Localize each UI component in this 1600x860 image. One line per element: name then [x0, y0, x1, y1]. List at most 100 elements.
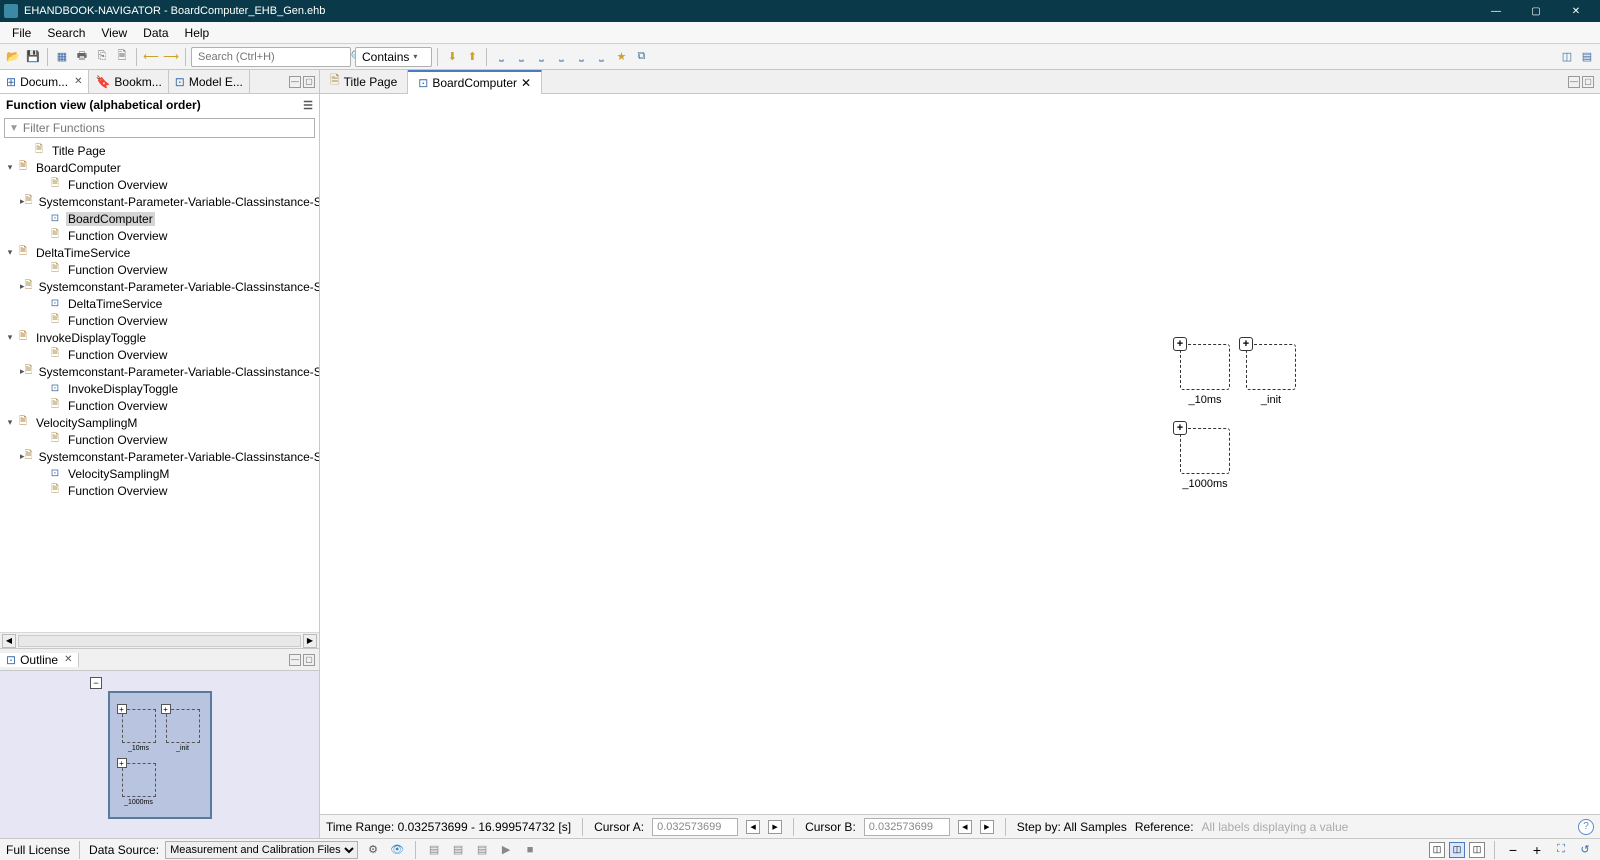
tree-item[interactable]: ▸🗎Systemconstant-Parameter-Variable-Clas… [0, 363, 319, 380]
view-mode-1-icon[interactable]: ◫ [1429, 842, 1445, 858]
tab-model-explorer[interactable]: ⊡ Model E... [169, 70, 250, 93]
tree-item[interactable]: ▾🗎DeltaTimeService [0, 244, 319, 261]
tree-item[interactable]: ▾🗎BoardComputer [0, 159, 319, 176]
tree-item[interactable]: 🗎Function Overview [0, 397, 319, 414]
twisty-icon[interactable]: ▾ [4, 162, 16, 173]
tab-close-icon[interactable]: ✕ [74, 76, 82, 87]
nav-up-icon[interactable]: ⬆ [463, 48, 481, 66]
maximize-button[interactable]: ▢ [1516, 0, 1556, 22]
zoom-fit-icon[interactable]: ⛶ [1552, 841, 1570, 859]
menu-file[interactable]: File [4, 22, 39, 43]
twisty-icon[interactable]: ▾ [4, 417, 16, 428]
tree-item[interactable]: ▾🗎VelocitySamplingM [0, 414, 319, 431]
marker-icon-2[interactable]: ⎵ [512, 48, 530, 66]
perspective-icon-1[interactable]: ◫ [1558, 48, 1576, 66]
panel-maximize-icon[interactable]: ▢ [303, 76, 315, 88]
tree-item[interactable]: ▾🗎InvokeDisplayToggle [0, 329, 319, 346]
close-button[interactable]: ✕ [1556, 0, 1596, 22]
tree-item[interactable]: 🗎Function Overview [0, 312, 319, 329]
editor-tab-boardcomputer[interactable]: ⊡ BoardComputer ✕ [408, 70, 542, 94]
tool-icon-1[interactable]: ▦ [53, 48, 71, 66]
view-mode-2-icon[interactable]: ◫ [1449, 842, 1465, 858]
help-icon[interactable]: ? [1578, 819, 1594, 835]
tree-item[interactable]: ⊡DeltaTimeService [0, 295, 319, 312]
search-input[interactable] [191, 47, 351, 67]
cursor-a-next-icon[interactable]: ▶ [768, 820, 782, 834]
marker-icon-1[interactable]: ⎵ [492, 48, 510, 66]
menu-help[interactable]: Help [177, 22, 218, 43]
diagram-block[interactable]: + [1180, 428, 1230, 474]
cursor-b-input[interactable] [864, 818, 950, 836]
editor-minimize-icon[interactable]: — [1568, 76, 1580, 88]
cursor-a-input[interactable] [652, 818, 738, 836]
tree-hscrollbar[interactable]: ◀ ▶ [0, 632, 319, 648]
play-icon[interactable]: ▶ [497, 841, 515, 859]
db-icon-2[interactable]: ▤ [449, 841, 467, 859]
tree-item[interactable]: 🗎Title Page [0, 142, 319, 159]
menu-view[interactable]: View [93, 22, 135, 43]
tree-item[interactable]: 🗎Function Overview [0, 261, 319, 278]
tree-item[interactable]: 🗎Function Overview [0, 176, 319, 193]
minimize-button[interactable]: — [1476, 0, 1516, 22]
cursor-a-prev-icon[interactable]: ◀ [746, 820, 760, 834]
search-mode-dropdown[interactable]: Contains [355, 47, 432, 67]
star-icon[interactable]: ★ [612, 48, 630, 66]
db-icon-1[interactable]: ▤ [425, 841, 443, 859]
tab-bookmarks[interactable]: 🔖 Bookm... [89, 70, 168, 93]
zoom-reset-icon[interactable]: ↺ [1576, 841, 1594, 859]
stop-icon[interactable]: ■ [521, 841, 539, 859]
back-icon[interactable]: ⟵ [142, 48, 160, 66]
perspective-icon-2[interactable]: ▤ [1578, 48, 1596, 66]
open-icon[interactable]: 📂 [4, 48, 22, 66]
editor-tab-close-icon[interactable]: ✕ [521, 76, 531, 90]
export-icon[interactable]: ⎘ [93, 48, 111, 66]
tree-item[interactable]: 🗎Function Overview [0, 482, 319, 499]
nav-down-icon[interactable]: ⬇ [443, 48, 461, 66]
copy-icon[interactable]: ⧉ [632, 48, 650, 66]
data-source-select[interactable]: Measurement and Calibration Files [165, 841, 358, 859]
list-icon[interactable]: ☰ [303, 99, 313, 112]
tree-item[interactable]: ⊡VelocitySamplingM [0, 465, 319, 482]
gear-icon[interactable]: ⚙ [364, 841, 382, 859]
db-icon-3[interactable]: ▤ [473, 841, 491, 859]
tree-item[interactable]: ▸🗎Systemconstant-Parameter-Variable-Clas… [0, 448, 319, 465]
scroll-right-icon[interactable]: ▶ [303, 634, 317, 648]
diagram-block[interactable]: + [1246, 344, 1296, 390]
tree-item[interactable]: 🗎Function Overview [0, 431, 319, 448]
tree-item[interactable]: ⊡InvokeDisplayToggle [0, 380, 319, 397]
print-icon[interactable]: 🖶 [73, 48, 91, 66]
eye-icon[interactable]: 👁 [388, 841, 406, 859]
marker-icon-3[interactable]: ⎵ [532, 48, 550, 66]
outline-canvas[interactable]: − +_10ms+_init+_1000ms [0, 671, 319, 838]
tab-documents[interactable]: ⊞ Docum... ✕ [0, 70, 89, 93]
twisty-icon[interactable]: ▾ [4, 247, 16, 258]
cursor-b-prev-icon[interactable]: ◀ [958, 820, 972, 834]
tree-item[interactable]: 🗎Function Overview [0, 346, 319, 363]
marker-icon-6[interactable]: ⎵ [592, 48, 610, 66]
doc-icon[interactable]: 🗎 [113, 48, 131, 66]
marker-icon-5[interactable]: ⎵ [572, 48, 590, 66]
expand-icon[interactable]: + [1173, 421, 1187, 435]
outline-minimize-icon[interactable]: — [289, 654, 301, 666]
expand-icon[interactable]: + [1173, 337, 1187, 351]
editor-canvas[interactable]: +_10ms+_init+_1000ms [320, 94, 1600, 814]
outline-collapse-icon[interactable]: − [90, 677, 102, 689]
tree-item[interactable]: ⊡BoardComputer [0, 210, 319, 227]
scroll-track[interactable] [18, 635, 301, 647]
diagram-block[interactable]: + [1180, 344, 1230, 390]
tree-item[interactable]: ▸🗎Systemconstant-Parameter-Variable-Clas… [0, 193, 319, 210]
tree-item[interactable]: 🗎Function Overview [0, 227, 319, 244]
expand-icon[interactable]: + [1239, 337, 1253, 351]
outline-tab-close-icon[interactable]: ✕ [64, 654, 72, 665]
save-icon[interactable]: 💾 [24, 48, 42, 66]
editor-maximize-icon[interactable]: ▢ [1582, 76, 1594, 88]
editor-tab-title-page[interactable]: 🗎 Title Page [320, 70, 408, 93]
panel-minimize-icon[interactable]: — [289, 76, 301, 88]
zoom-in-icon[interactable]: + [1528, 841, 1546, 859]
scroll-left-icon[interactable]: ◀ [2, 634, 16, 648]
zoom-out-icon[interactable]: − [1504, 841, 1522, 859]
menu-search[interactable]: Search [39, 22, 93, 43]
filter-input[interactable]: ▼ Filter Functions [4, 118, 315, 138]
menu-data[interactable]: Data [135, 22, 176, 43]
tree-item[interactable]: ▸🗎Systemconstant-Parameter-Variable-Clas… [0, 278, 319, 295]
